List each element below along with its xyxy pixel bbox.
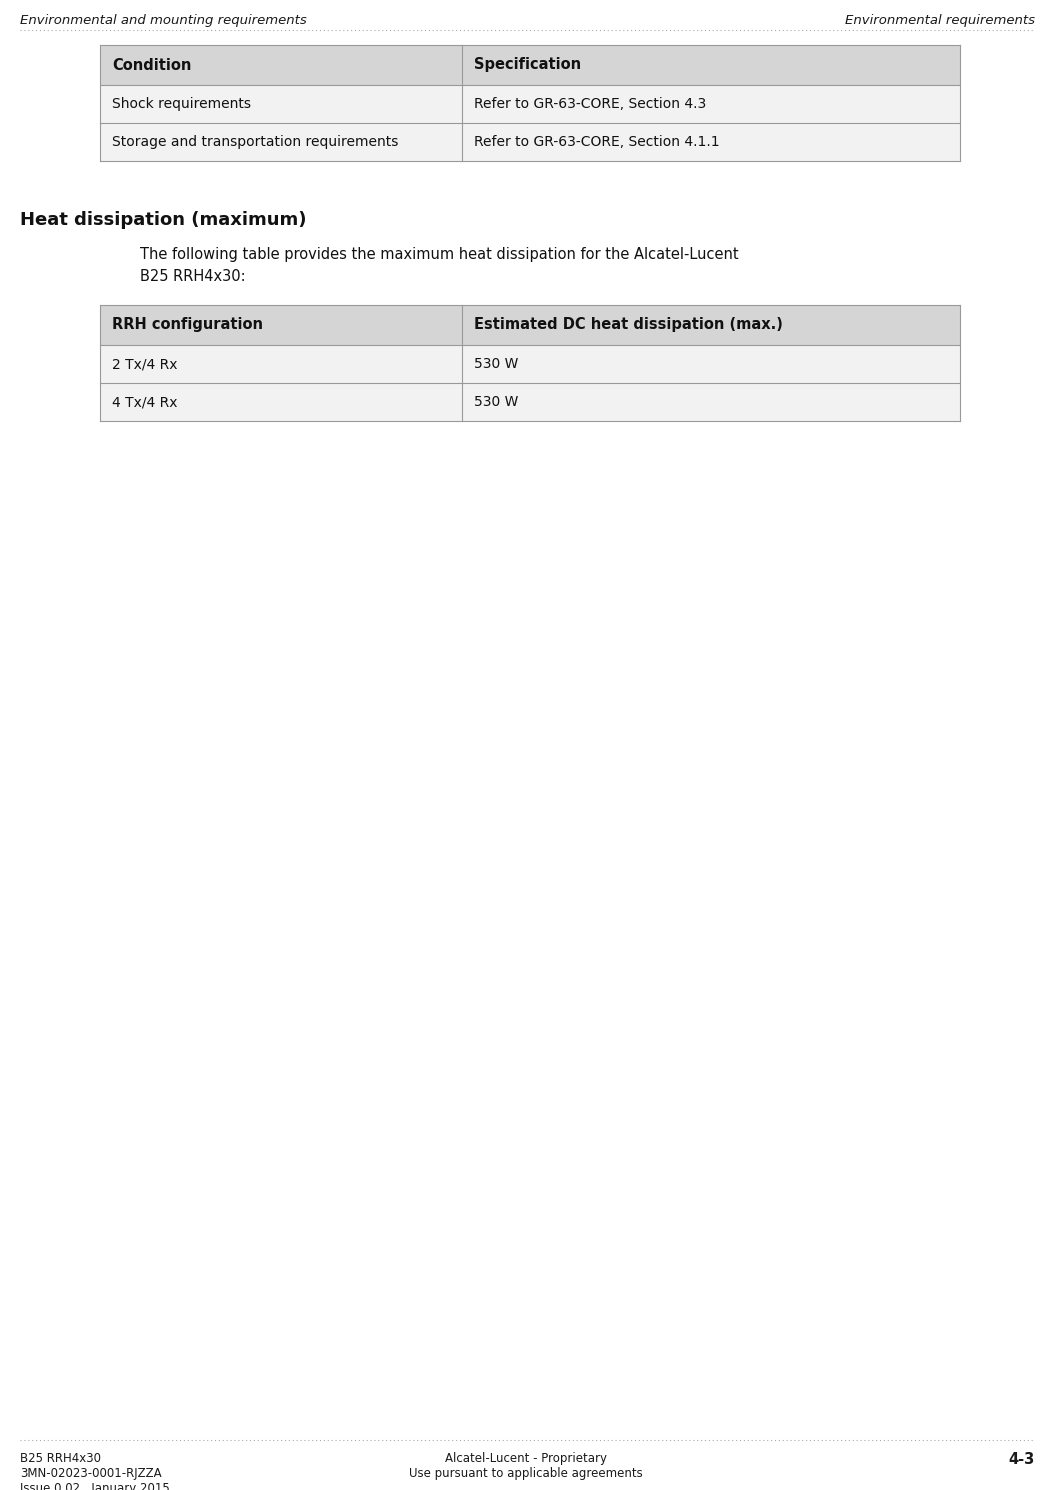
Text: 2 Tx/4 Rx: 2 Tx/4 Rx — [112, 358, 178, 371]
Text: Heat dissipation (maximum): Heat dissipation (maximum) — [20, 212, 306, 229]
Text: Refer to GR-63-CORE, Section 4.3: Refer to GR-63-CORE, Section 4.3 — [474, 97, 706, 110]
Bar — [100, 305, 960, 346]
Text: B25 RRH4x30:: B25 RRH4x30: — [140, 270, 245, 285]
Text: Refer to GR-63-CORE, Section 4.1.1: Refer to GR-63-CORE, Section 4.1.1 — [474, 136, 720, 149]
Bar — [100, 45, 960, 85]
Text: Alcatel-Lucent - Proprietary: Alcatel-Lucent - Proprietary — [445, 1451, 607, 1465]
Text: Estimated DC heat dissipation (max.): Estimated DC heat dissipation (max.) — [474, 317, 783, 332]
Bar — [100, 85, 960, 124]
Text: Storage and transportation requirements: Storage and transportation requirements — [112, 136, 399, 149]
Text: Shock requirements: Shock requirements — [112, 97, 251, 110]
Text: 4 Tx/4 Rx: 4 Tx/4 Rx — [112, 395, 178, 408]
Text: 3MN-02023-0001-RJZZA: 3MN-02023-0001-RJZZA — [20, 1468, 162, 1480]
Bar — [100, 124, 960, 161]
Text: The following table provides the maximum heat dissipation for the Alcatel-Lucent: The following table provides the maximum… — [140, 247, 739, 262]
Text: 4-3: 4-3 — [1009, 1451, 1035, 1468]
Text: RRH configuration: RRH configuration — [112, 317, 263, 332]
Text: Use pursuant to applicable agreements: Use pursuant to applicable agreements — [409, 1468, 643, 1480]
Text: Issue 0.02   January 2015: Issue 0.02 January 2015 — [20, 1483, 169, 1490]
Text: Condition: Condition — [112, 58, 191, 73]
Text: 530 W: 530 W — [474, 358, 519, 371]
Text: B25 RRH4x30: B25 RRH4x30 — [20, 1451, 101, 1465]
Bar — [100, 383, 960, 422]
Text: Environmental and mounting requirements: Environmental and mounting requirements — [20, 13, 307, 27]
Text: 530 W: 530 W — [474, 395, 519, 408]
Bar — [100, 346, 960, 383]
Text: Specification: Specification — [474, 58, 581, 73]
Text: Environmental requirements: Environmental requirements — [845, 13, 1035, 27]
